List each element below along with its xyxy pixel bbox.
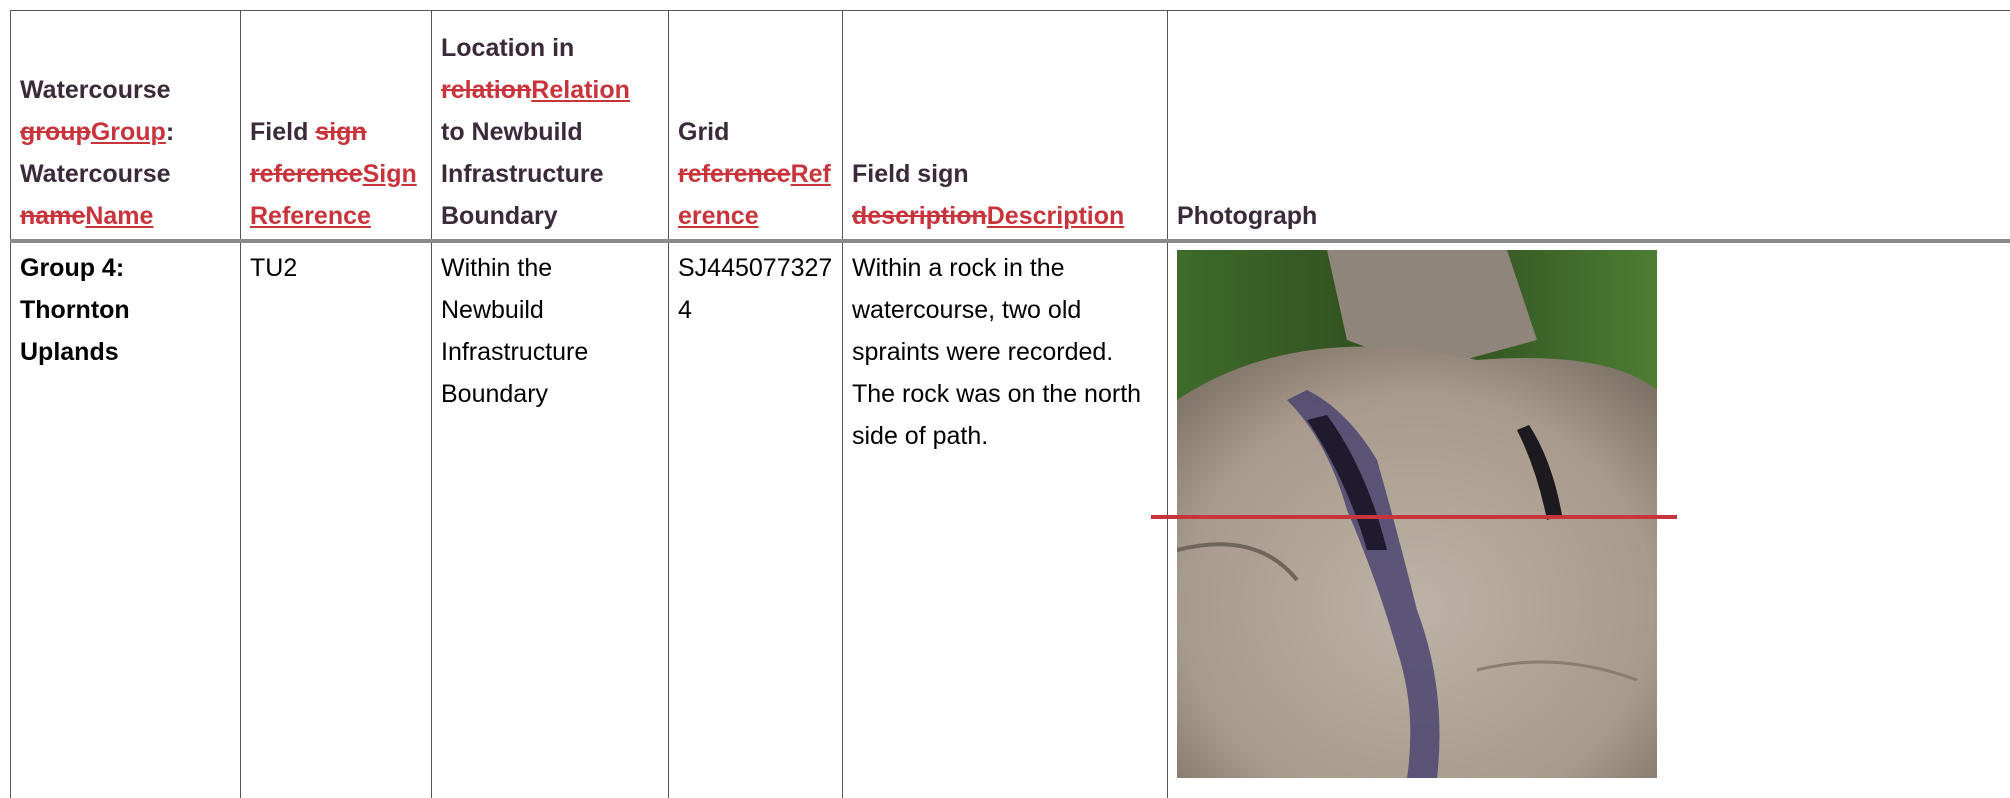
cell: TU2 <box>240 240 432 798</box>
cell: Within a rock in the watercourse, two ol… <box>842 240 1168 798</box>
column-header: Field sign referenceSign Reference <box>240 10 432 243</box>
change-bar <box>1151 515 1677 519</box>
cell: SJ4450773274 <box>668 240 843 798</box>
inserted-text: Sign Reference <box>250 160 417 230</box>
header-text: to Newbuild Infrastructure Boundary <box>441 118 604 230</box>
cell: Within the Newbuild Infrastructure Bound… <box>431 240 669 798</box>
column-header: Location in relationRelation to Newbuild… <box>431 10 669 243</box>
field-sign-table: Watercourse groupGroup: Watercourse name… <box>10 10 2010 798</box>
photograph <box>1177 250 1657 778</box>
header-row: Watercourse groupGroup: Watercourse name… <box>10 10 2010 243</box>
header-text: Field sign <box>852 160 969 188</box>
inserted-text: Group <box>90 118 166 146</box>
header-text: Photograph <box>1177 202 1318 230</box>
header-text: Watercourse <box>20 76 171 104</box>
inserted-text: Description <box>986 202 1125 230</box>
photo-cell <box>1167 240 2010 798</box>
header-text: Field <box>250 118 316 146</box>
table-body: Group 4: Thornton Uplands TU2 Within the N… <box>10 240 2010 798</box>
header-text: Location in <box>441 34 575 62</box>
deleted-text: relation <box>441 76 532 104</box>
inserted-text: Relation <box>531 76 630 104</box>
deleted-text: name <box>20 202 86 230</box>
header-text: Grid <box>678 118 730 146</box>
cell: Group 4: Thornton Uplands <box>10 240 241 798</box>
column-header: Grid referenceReference <box>668 10 843 243</box>
data-row: Group 4: Thornton Uplands TU2 Within the N… <box>10 240 2010 798</box>
deleted-text: group <box>20 118 91 146</box>
deleted-text: sign reference <box>250 118 367 188</box>
column-header: Field sign descriptionDescription <box>842 10 1168 243</box>
column-header: Watercourse groupGroup: Watercourse name… <box>10 10 241 243</box>
inserted-text: Name <box>85 202 154 230</box>
header-text: : Watercourse <box>20 118 175 188</box>
column-header: Photograph <box>1167 10 2010 243</box>
inserted-text: Reference <box>678 160 831 230</box>
deleted-text: reference <box>678 160 791 188</box>
deleted-text: description <box>852 202 987 230</box>
